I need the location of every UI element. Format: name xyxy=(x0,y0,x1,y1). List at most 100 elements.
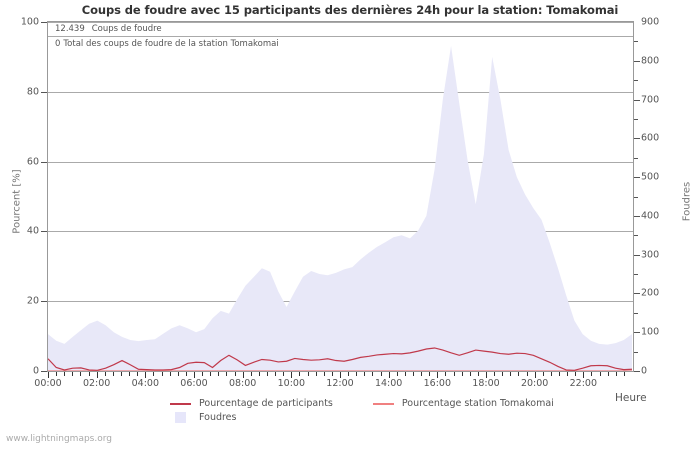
x-axis-minor-tick xyxy=(88,372,90,376)
x-axis-minor-tick xyxy=(575,372,577,376)
x-axis-minor-tick xyxy=(283,372,285,376)
x-axis-tick-label: 16:00 xyxy=(423,378,452,389)
gridline xyxy=(48,91,633,93)
x-axis-minor-tick xyxy=(526,372,528,376)
legend-label-participants: Pourcentage de participants xyxy=(199,398,333,409)
x-axis-minor-tick xyxy=(599,372,601,376)
legend-line-swatch-participants xyxy=(170,402,191,405)
x-axis-minor-tick xyxy=(56,372,58,376)
x-axis-major-tick xyxy=(486,372,487,378)
x-axis-minor-tick xyxy=(275,372,277,376)
x-axis-minor-tick xyxy=(80,372,82,376)
page-title: Coups de foudre avec 15 participants des… xyxy=(81,3,619,17)
x-axis-major-tick xyxy=(437,372,439,378)
x-axis-major-tick xyxy=(534,372,536,378)
gridline xyxy=(48,231,633,233)
x-axis-minor-tick xyxy=(421,372,423,376)
x-axis-major-tick xyxy=(291,372,293,378)
x-axis-minor-tick xyxy=(250,372,252,376)
x-axis-tick-label: 04:00 xyxy=(131,378,160,389)
legend-line-swatch-station xyxy=(372,402,394,405)
y-axis-right-tick xyxy=(634,60,640,62)
legend-label-station: Pourcentage station Tomakomai xyxy=(401,398,554,409)
x-axis-minor-tick xyxy=(445,372,447,376)
y-axis-left-tick-label: 40 xyxy=(26,225,39,237)
x-axis-major-tick xyxy=(194,372,195,378)
x-axis-minor-tick xyxy=(129,372,131,376)
chart-data-layer xyxy=(48,46,633,371)
x-axis-minor-tick xyxy=(169,372,171,376)
y-axis-right-tick xyxy=(634,293,640,295)
y-axis-left-tick xyxy=(41,22,47,23)
y-axis-right-tick-label: 800 xyxy=(641,55,660,67)
y-axis-right-tick-label: 100 xyxy=(641,326,660,338)
y-axis-left: 0 20 40 60 80 100 xyxy=(0,0,39,450)
legend-item-station[interactable]: Pourcentage station Tomakomai xyxy=(372,398,554,409)
x-axis-tick-label: 08:00 xyxy=(228,378,257,389)
x-axis-minor-tick xyxy=(210,372,212,376)
x-axis-minor-tick xyxy=(518,372,520,376)
x-axis-minor-tick xyxy=(550,372,552,376)
x-axis-minor-tick xyxy=(218,372,220,376)
y-axis-left-tick xyxy=(41,301,47,303)
x-axis-minor-tick xyxy=(226,372,228,376)
x-axis-tick-label: 06:00 xyxy=(180,378,208,389)
x-axis-minor-tick xyxy=(202,372,204,376)
x-axis-minor-tick xyxy=(348,372,350,376)
y-axis-left-tick xyxy=(41,231,47,233)
x-axis-minor-tick xyxy=(494,372,496,376)
x-axis-minor-tick xyxy=(121,372,122,376)
x-axis-major-tick xyxy=(388,372,390,378)
legend-row-lines: Pourcentage de participants Pourcentage … xyxy=(170,398,554,409)
watermark: www.lightningmaps.org xyxy=(6,434,112,444)
x-axis-minor-tick xyxy=(161,372,163,376)
x-axis-minor-tick xyxy=(559,372,560,376)
x-axis-minor-tick xyxy=(267,372,268,376)
x-axis-minor-tick xyxy=(64,372,66,376)
x-axis-minor-tick xyxy=(429,372,431,376)
annotation-station-strikes-label: Total des coups de foudre de la station … xyxy=(63,39,279,49)
x-axis-minor-tick xyxy=(607,372,609,376)
x-axis-minor-tick xyxy=(372,372,374,376)
annotation-total-strikes: 12.439 Coups de foudre xyxy=(48,22,633,37)
x-axis-tick-label: 12:00 xyxy=(326,378,354,389)
y-axis-left-tick-label: 0 xyxy=(32,365,39,377)
y-axis-right-minor-tick xyxy=(634,80,638,82)
plot-area: 12.439 Coups de foudre 0 Total des coups d… xyxy=(47,21,634,372)
gridline xyxy=(48,161,633,163)
y-axis-left-tick xyxy=(41,91,47,93)
y-axis-right-minor-tick xyxy=(634,118,638,120)
x-axis-minor-tick xyxy=(315,372,317,376)
legend-item-participants[interactable]: Pourcentage de participants xyxy=(170,398,333,409)
y-axis-right-minor-tick xyxy=(634,41,638,43)
y-axis-right-tick-label: 0 xyxy=(641,365,648,377)
legend-row-area: Foudres xyxy=(170,412,236,423)
participants-percentage-line-series xyxy=(48,347,633,371)
y-axis-right-minor-tick xyxy=(634,157,638,159)
y-axis-right-tick-label: 700 xyxy=(641,94,660,106)
y-axis-left-title: Pourcent [%] xyxy=(11,169,23,234)
x-axis-minor-tick xyxy=(477,372,479,376)
x-axis-minor-tick xyxy=(307,372,309,376)
x-axis-minor-tick xyxy=(299,372,301,376)
x-axis-minor-tick xyxy=(185,372,187,376)
x-axis-tick-label: 02:00 xyxy=(82,378,111,389)
y-axis-right-minor-tick xyxy=(634,235,638,237)
x-axis-minor-tick xyxy=(323,372,325,376)
x-axis-major-tick xyxy=(145,372,147,378)
x-axis-minor-tick xyxy=(615,372,617,376)
x-axis-major-tick xyxy=(340,372,341,378)
y-axis-right-minor-tick xyxy=(634,351,638,353)
y-axis-left-tick-label: 60 xyxy=(26,156,39,168)
y-axis-right-tick xyxy=(634,215,640,217)
legend-item-foudres[interactable]: Foudres xyxy=(170,412,236,423)
y-axis-right-tick-label: 900 xyxy=(641,16,660,28)
x-axis-minor-tick xyxy=(137,372,139,376)
annotation-total-strikes-value: 12.439 xyxy=(55,24,85,34)
legend-area-swatch-foudres xyxy=(175,412,186,423)
x-axis-title: Heure xyxy=(615,392,647,404)
foudres-area-series xyxy=(48,46,632,371)
y-axis-left-tick xyxy=(41,161,47,163)
x-axis-minor-tick xyxy=(623,372,625,376)
x-axis-minor-tick xyxy=(453,372,455,376)
